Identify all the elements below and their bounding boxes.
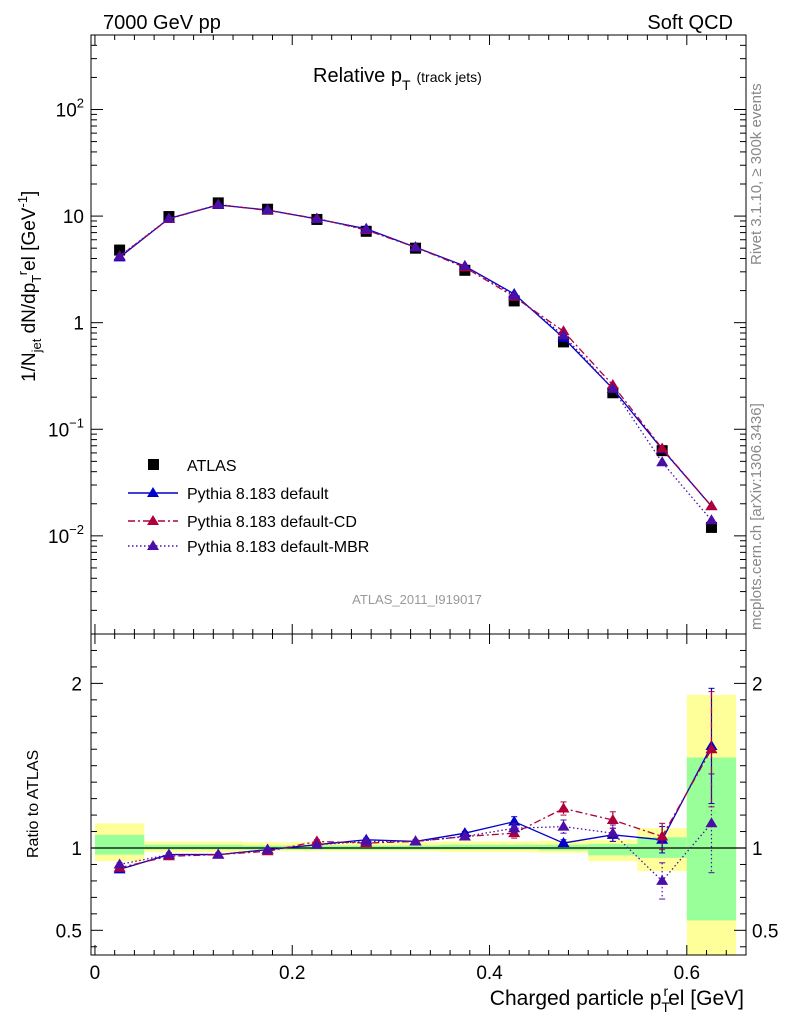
ratio-series-point xyxy=(606,827,619,838)
main-series xyxy=(113,197,718,533)
ratio-plot-frame xyxy=(90,633,747,956)
x-tick-label: 0.2 xyxy=(279,963,305,984)
main-y-axis-label: 1/Njet dN/dpTrel [GeV-1] xyxy=(15,191,44,382)
ratio-uncertainty-bands xyxy=(91,694,746,955)
ratio-series-point xyxy=(310,838,323,849)
ratio-series-point xyxy=(458,830,471,841)
main-series-point xyxy=(310,212,323,223)
x-tick-label: 0 xyxy=(90,963,101,984)
ratio-series-point xyxy=(705,817,718,828)
main-series-point xyxy=(458,260,471,271)
band-green-bin xyxy=(588,843,638,856)
main-y-tick-label: 102 xyxy=(56,96,84,122)
main-series-point xyxy=(606,382,619,393)
ratio-series-point xyxy=(409,835,422,846)
ratio-series-point xyxy=(705,743,718,754)
header-left: 7000 GeV pp xyxy=(103,12,221,34)
legend-default-marker xyxy=(147,487,159,497)
ratio-series-point xyxy=(360,835,373,846)
main-series-point xyxy=(409,241,422,252)
ratio-series-point xyxy=(162,848,175,859)
legend-default-label: Pythia 8.183 default xyxy=(187,486,329,503)
main-y-tick-label: 10−2 xyxy=(48,522,84,548)
main-plot-title: Relative pT (track jets) xyxy=(313,65,482,93)
ratio-series-point xyxy=(656,874,669,885)
ratio-y-tick-label-right: 1 xyxy=(752,839,763,860)
atlas-data-point xyxy=(607,387,619,399)
ratio-series-point xyxy=(557,820,570,831)
x-tick-label: 0.6 xyxy=(674,963,700,984)
ratio-y-tick-label-right: 2 xyxy=(752,674,763,695)
x-axis-label: Charged particle pTrel [GeV] xyxy=(490,983,744,1015)
main-series-point xyxy=(162,212,175,223)
ratio-y-tick-label: 0.5 xyxy=(56,921,82,942)
ratio-series-point xyxy=(606,814,619,825)
band-green-bin xyxy=(489,844,539,850)
header-right: Soft QCD xyxy=(647,12,733,34)
main-series-point xyxy=(113,250,126,261)
ratio-y-axis-label: Ratio to ATLAS xyxy=(25,750,42,858)
ratio-series-point xyxy=(557,802,570,813)
main-series-point xyxy=(261,204,274,215)
ratio-series-point xyxy=(113,858,126,869)
legend: ATLAS Pythia 8.183 default Pythia 8.183 … xyxy=(128,458,369,556)
main-series-point xyxy=(557,329,570,340)
main-series-point xyxy=(656,456,669,467)
mcplots-label: mcplots.cern.ch [arXiv:1306.3436] xyxy=(748,403,765,630)
ratio-series-point xyxy=(261,843,274,854)
legend-mbr-label: Pythia 8.183 default-MBR xyxy=(187,539,369,556)
ratio-series-point xyxy=(212,848,225,859)
band-green-bin xyxy=(440,844,490,850)
legend-atlas-label: ATLAS xyxy=(187,458,237,475)
atlas-data-point xyxy=(114,244,126,256)
main-series-point xyxy=(656,442,669,453)
main-series-point xyxy=(360,223,373,234)
plot-frames xyxy=(90,34,747,956)
ratio-y-tick-label: 1 xyxy=(71,839,82,860)
ratio-series-point xyxy=(656,830,669,841)
main-series-point xyxy=(705,500,718,511)
ratio-series-point xyxy=(508,822,521,833)
axis-ticks: 0 0.2 0.4 0.6 102 10 1 10−1 10−2 0.5 0.5 1 1 2 2 xyxy=(48,34,778,984)
atlas-data-point xyxy=(705,521,717,533)
main-y-tick-label: 1 xyxy=(73,314,84,335)
band-green-bin xyxy=(144,844,194,850)
legend-cd-marker xyxy=(147,515,159,525)
main-series-point xyxy=(212,198,225,209)
x-tick-label: 0.4 xyxy=(476,963,503,984)
rivet-label: Rivet 3.1.10, ≥ 300k events xyxy=(748,83,765,265)
legend-mbr-marker xyxy=(147,540,159,550)
main-y-tick-label: 10 xyxy=(63,207,84,228)
ratio-series xyxy=(113,687,718,900)
band-green-bin xyxy=(193,844,243,850)
ratio-y-tick-label-right: 0.5 xyxy=(752,921,778,942)
analysis-id: ATLAS_2011_I919017 xyxy=(352,592,482,607)
atlas-data-point xyxy=(558,336,570,348)
legend-cd-label: Pythia 8.183 default-CD xyxy=(187,514,357,531)
ratio-y-tick-label: 2 xyxy=(71,674,82,695)
main-series-point xyxy=(705,514,718,525)
ratio-series-point xyxy=(557,837,570,848)
legend-atlas-marker xyxy=(148,459,159,470)
band-green-bin xyxy=(94,834,145,855)
main-y-tick-label: 10−1 xyxy=(48,415,84,441)
atlas-data-point xyxy=(508,295,520,307)
main-series-point xyxy=(508,289,521,300)
